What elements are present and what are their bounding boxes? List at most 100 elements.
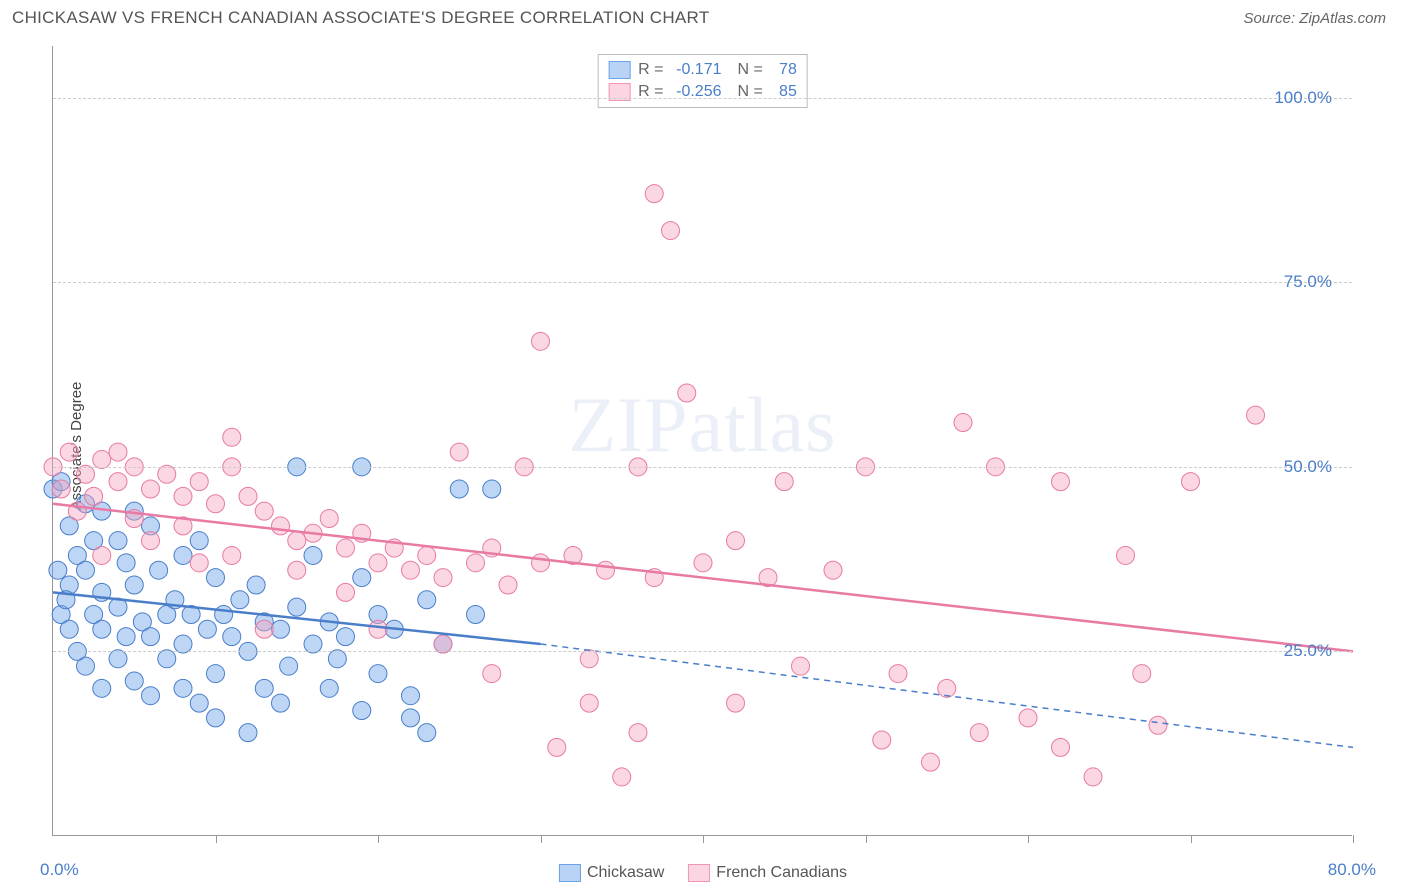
series-swatch: [608, 61, 630, 79]
data-point: [239, 487, 257, 505]
data-point: [109, 443, 127, 461]
data-point: [207, 569, 225, 587]
data-point: [109, 473, 127, 491]
data-point: [418, 546, 436, 564]
data-point: [207, 665, 225, 683]
gridline: [53, 467, 1352, 468]
data-point: [125, 576, 143, 594]
data-point: [158, 465, 176, 483]
data-point: [52, 480, 70, 498]
data-point: [353, 701, 371, 719]
data-point: [150, 561, 168, 579]
y-tick-label: 100.0%: [1274, 88, 1332, 108]
data-point: [207, 495, 225, 513]
data-point: [142, 687, 160, 705]
gridline: [53, 651, 1352, 652]
data-point: [434, 569, 452, 587]
trend-line-extrapolated: [541, 644, 1354, 747]
data-point: [662, 222, 680, 240]
data-point: [402, 709, 420, 727]
data-point: [304, 635, 322, 653]
data-point: [93, 450, 111, 468]
data-point: [434, 635, 452, 653]
data-point: [255, 620, 273, 638]
stats-row: R = -0.171 N = 78: [608, 59, 797, 81]
x-axis-max-label: 80.0%: [1328, 860, 1376, 880]
data-point: [922, 753, 940, 771]
data-point: [337, 628, 355, 646]
legend-label: French Canadians: [716, 864, 847, 882]
data-point: [328, 650, 346, 668]
data-point: [174, 635, 192, 653]
data-point: [49, 561, 67, 579]
y-tick-label: 50.0%: [1284, 457, 1332, 477]
data-point: [1019, 709, 1037, 727]
data-point: [548, 738, 566, 756]
data-point: [255, 679, 273, 697]
data-point: [402, 687, 420, 705]
data-point: [77, 561, 95, 579]
r-label: R =: [638, 61, 663, 79]
data-point: [93, 679, 111, 697]
data-point: [190, 532, 208, 550]
data-point: [467, 554, 485, 572]
n-value: 78: [771, 61, 797, 79]
data-point: [117, 554, 135, 572]
legend-label: Chickasaw: [587, 864, 664, 882]
data-point: [190, 694, 208, 712]
x-tick: [703, 835, 704, 843]
legend: Chickasaw French Canadians: [559, 864, 847, 882]
data-point: [304, 546, 322, 564]
data-point: [369, 554, 387, 572]
data-point: [613, 768, 631, 786]
scatter-svg: [53, 46, 1352, 835]
data-point: [873, 731, 891, 749]
data-point: [467, 606, 485, 624]
data-point: [93, 620, 111, 638]
legend-item: Chickasaw: [559, 864, 664, 882]
r-value: -0.171: [672, 61, 722, 79]
data-point: [109, 650, 127, 668]
x-tick: [216, 835, 217, 843]
data-point: [450, 443, 468, 461]
x-tick: [1028, 835, 1029, 843]
data-point: [272, 694, 290, 712]
x-tick: [541, 835, 542, 843]
data-point: [272, 620, 290, 638]
data-point: [532, 554, 550, 572]
data-point: [775, 473, 793, 491]
x-tick: [1353, 835, 1354, 843]
data-point: [954, 414, 972, 432]
data-point: [450, 480, 468, 498]
data-point: [320, 510, 338, 528]
data-point: [597, 561, 615, 579]
data-point: [970, 724, 988, 742]
data-point: [231, 591, 249, 609]
data-point: [288, 598, 306, 616]
data-point: [792, 657, 810, 675]
data-point: [483, 480, 501, 498]
data-point: [223, 546, 241, 564]
x-axis-min-label: 0.0%: [40, 860, 79, 880]
legend-swatch: [559, 864, 581, 882]
data-point: [418, 724, 436, 742]
trend-line: [53, 504, 1353, 652]
data-point: [369, 620, 387, 638]
data-point: [369, 665, 387, 683]
legend-item: French Canadians: [688, 864, 847, 882]
data-point: [499, 576, 517, 594]
data-point: [109, 532, 127, 550]
data-point: [727, 532, 745, 550]
chart-header: CHICKASAW VS FRENCH CANADIAN ASSOCIATE'S…: [0, 0, 1406, 32]
data-point: [1247, 406, 1265, 424]
data-point: [1149, 716, 1167, 734]
data-point: [402, 561, 420, 579]
data-point: [1133, 665, 1151, 683]
stats-row: R =-0.256N =85: [608, 81, 797, 103]
data-point: [629, 724, 647, 742]
data-point: [215, 606, 233, 624]
x-tick: [378, 835, 379, 843]
data-point: [532, 332, 550, 350]
data-point: [190, 554, 208, 572]
n-label: N =: [738, 61, 763, 79]
